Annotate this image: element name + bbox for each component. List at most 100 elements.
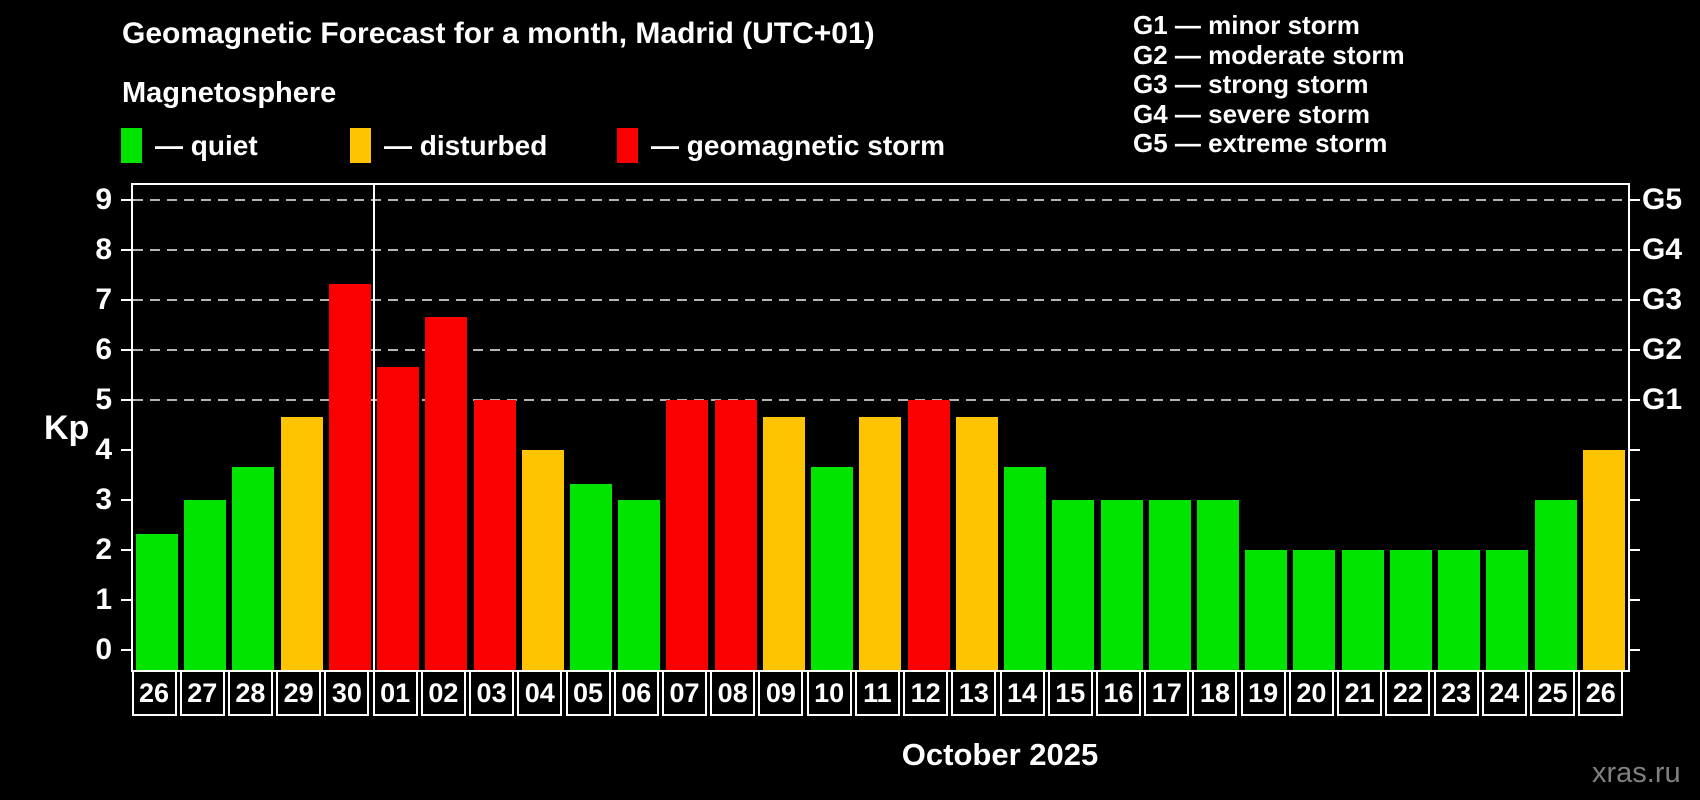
kp-bar-18 [1196,500,1239,670]
right-tick-4 [1630,449,1640,451]
kp-bar-16 [1100,500,1143,670]
kp-bar-01 [377,366,420,670]
kp-bar-20 [1293,550,1336,670]
gridline-kp5 [133,399,1628,401]
left-tick-0 [121,649,131,651]
date-cell-30: 30 [324,670,370,716]
legend-item-quiet: — quiet [121,128,258,163]
kp-bar-11 [859,416,902,670]
legend-label-quiet: — quiet [155,129,258,161]
y-tick-label-3: 3 [95,483,112,516]
gridline-kp9 [133,199,1628,201]
gridline-kp7 [133,299,1628,301]
date-cell-06: 06 [613,670,659,716]
left-tick-9 [121,199,131,201]
quiet-swatch-icon [121,128,142,163]
kp-bar-06 [618,500,661,670]
left-tick-5 [121,399,131,401]
date-cell-21: 21 [1337,670,1383,716]
y-tick-label-7: 7 [95,283,112,316]
date-cell-23: 23 [1433,670,1479,716]
kp-bar-23 [1438,550,1481,670]
plot-area [121,183,1640,672]
gridline-kp8 [133,249,1628,251]
left-tick-1 [121,599,131,601]
y-tick-label-0: 0 [95,633,112,666]
date-cell-28: 28 [227,670,273,716]
date-cell-05: 05 [565,670,611,716]
g-legend-line-5: G5 — extreme storm [1133,128,1388,158]
g-label-G3: G3 [1642,283,1683,316]
g-legend-line-1: G1 — minor storm [1133,10,1360,40]
kp-bar-14 [1004,466,1047,670]
date-cell-20: 20 [1288,670,1334,716]
kp-bar-02 [425,316,468,670]
date-cell-16: 16 [1096,670,1142,716]
kp-bar-27 [184,500,227,670]
chart-title: Geomagnetic Forecast for a month, Madrid… [122,17,875,50]
kp-bar-30 [328,283,371,670]
date-cell-24: 24 [1481,670,1527,716]
date-cell-13: 13 [951,670,997,716]
y-tick-label-9: 9 [95,183,112,216]
right-tick-2 [1630,549,1640,551]
date-cell-07: 07 [661,670,707,716]
kp-bar-25 [1534,500,1577,670]
kp-bar-07 [666,400,709,670]
kp-bar-13 [955,416,998,670]
left-tick-3 [121,499,131,501]
kp-bar-26 [1582,450,1625,670]
date-cell-22: 22 [1385,670,1431,716]
y-tick-label-4: 4 [95,433,112,466]
legend-item-disturbed: — disturbed [350,128,547,163]
disturbed-swatch-icon [350,128,371,163]
date-cell-11: 11 [854,670,900,716]
right-tick-8 [1630,249,1640,251]
y-tick-label-6: 6 [95,333,112,366]
kp-bar-10 [811,466,854,670]
kp-bar-29 [280,416,323,670]
date-cell-08: 08 [710,670,756,716]
date-cell-25: 25 [1530,670,1576,716]
date-cell-26: 26 [1578,670,1624,716]
g-legend-line-2: G2 — moderate storm [1133,39,1405,70]
kp-bar-15 [1052,500,1095,670]
left-tick-8 [121,249,131,251]
y-tick-label-1: 1 [95,583,112,616]
right-tick-7 [1630,299,1640,301]
kp-bar-05 [570,483,613,670]
legend-label-storm: — geomagnetic storm [651,129,946,161]
left-tick-4 [121,449,131,451]
kp-bar-17 [1148,500,1191,670]
date-cell-03: 03 [469,670,515,716]
left-tick-6 [121,349,131,351]
right-tick-5 [1630,399,1640,401]
chart-subtitle: Magnetosphere [122,77,337,109]
g-label-G4: G4 [1642,233,1683,266]
y-axis-title: Kp [44,409,90,447]
g-label-G2: G2 [1642,333,1683,366]
right-tick-0 [1630,649,1640,651]
date-cell-02: 02 [420,670,466,716]
right-tick-1 [1630,599,1640,601]
month-divider [373,185,376,670]
storm-swatch-icon [617,128,638,163]
date-cell-12: 12 [903,670,949,716]
date-cell-04: 04 [517,670,563,716]
kp-bar-21 [1341,550,1384,670]
right-tick-6 [1630,349,1640,351]
kp-bar-26 [136,533,178,670]
y-tick-label-5: 5 [95,383,112,416]
watermark: xras.ru [1592,757,1681,789]
month-label: October 2025 [901,737,1099,772]
date-cell-10: 10 [806,670,852,716]
left-tick-2 [121,549,131,551]
date-cell-29: 29 [276,670,322,716]
y-tick-label-8: 8 [95,233,112,266]
g-label-G1: G1 [1642,383,1683,416]
date-cell-27: 27 [179,670,225,716]
g-legend-line-3: G3 — strong storm [1133,69,1369,99]
legend-label-disturbed: — disturbed [384,129,548,161]
date-cell-17: 17 [1144,670,1190,716]
